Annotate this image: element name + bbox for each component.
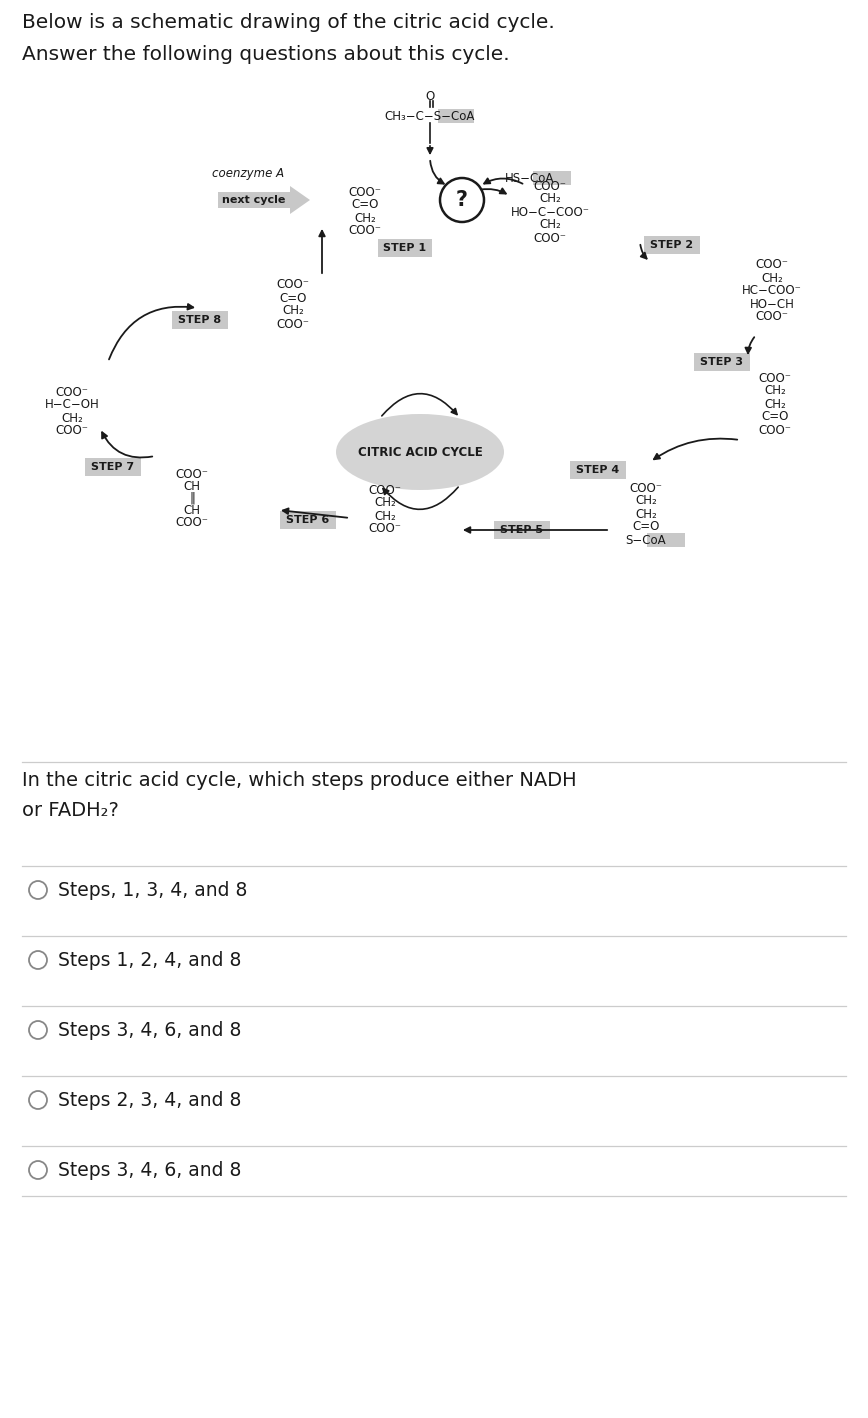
FancyBboxPatch shape [172, 311, 228, 329]
Text: next cycle: next cycle [222, 196, 286, 206]
Text: C=O: C=O [632, 520, 660, 533]
Text: CH: CH [183, 503, 201, 516]
Text: CH₂: CH₂ [761, 271, 783, 285]
Text: Steps 1, 2, 4, and 8: Steps 1, 2, 4, and 8 [58, 950, 241, 970]
Text: CH₂: CH₂ [282, 305, 304, 318]
Text: CH₂: CH₂ [539, 193, 561, 206]
Text: STEP 6: STEP 6 [286, 515, 330, 525]
Text: COO⁻: COO⁻ [534, 231, 567, 244]
FancyBboxPatch shape [378, 240, 432, 257]
Text: COO⁻: COO⁻ [755, 311, 788, 323]
Text: STEP 8: STEP 8 [179, 315, 221, 325]
Text: CH₂: CH₂ [635, 495, 657, 508]
FancyBboxPatch shape [494, 520, 550, 539]
Text: C=O: C=O [279, 292, 306, 305]
Text: CITRIC ACID CYCLE: CITRIC ACID CYCLE [358, 445, 483, 458]
Text: COO⁻: COO⁻ [56, 386, 89, 398]
Text: CH₂: CH₂ [764, 397, 786, 410]
Text: coenzyme A: coenzyme A [212, 167, 284, 180]
Text: STEP 3: STEP 3 [700, 357, 744, 367]
Text: COO⁻: COO⁻ [56, 424, 89, 438]
Text: H−C−OH: H−C−OH [44, 398, 99, 411]
Text: CH₂: CH₂ [374, 509, 396, 522]
Text: COO⁻: COO⁻ [277, 278, 310, 292]
Text: CH₂: CH₂ [539, 218, 561, 231]
Text: COO⁻: COO⁻ [759, 372, 792, 384]
FancyBboxPatch shape [570, 461, 626, 479]
Text: or FADH₂?: or FADH₂? [22, 801, 119, 820]
Text: STEP 5: STEP 5 [501, 525, 543, 535]
Text: Steps 3, 4, 6, and 8: Steps 3, 4, 6, and 8 [58, 1021, 241, 1039]
Text: COO⁻: COO⁻ [629, 482, 662, 495]
Text: CH₂: CH₂ [374, 496, 396, 509]
Text: STEP 7: STEP 7 [91, 462, 135, 472]
Ellipse shape [336, 414, 504, 491]
Text: S−CoA: S−CoA [626, 533, 667, 546]
Text: In the citric acid cycle, which steps produce either NADH: In the citric acid cycle, which steps pr… [22, 770, 576, 790]
Text: COO⁻: COO⁻ [534, 180, 567, 193]
Text: COO⁻: COO⁻ [369, 484, 402, 496]
Text: CH₂: CH₂ [61, 411, 82, 424]
Text: COO⁻: COO⁻ [175, 516, 208, 529]
Text: COO⁻: COO⁻ [348, 224, 382, 237]
Text: HO−C−COO⁻: HO−C−COO⁻ [510, 206, 589, 218]
Polygon shape [218, 186, 310, 214]
Text: HC−COO⁻: HC−COO⁻ [742, 285, 802, 298]
Text: CH₃−C−S−CoA: CH₃−C−S−CoA [385, 109, 475, 122]
Text: STEP 2: STEP 2 [650, 240, 694, 250]
Text: O: O [425, 89, 435, 102]
FancyBboxPatch shape [533, 172, 571, 184]
Text: HO−CH: HO−CH [750, 298, 794, 311]
Text: ?: ? [456, 190, 468, 210]
Text: Below is a schematic drawing of the citric acid cycle.: Below is a schematic drawing of the citr… [22, 13, 555, 31]
Text: Answer the following questions about this cycle.: Answer the following questions about thi… [22, 45, 510, 64]
Text: CH₂: CH₂ [635, 508, 657, 520]
FancyBboxPatch shape [85, 458, 141, 476]
Text: C=O: C=O [761, 410, 789, 424]
FancyBboxPatch shape [644, 235, 700, 254]
Text: Steps 3, 4, 6, and 8: Steps 3, 4, 6, and 8 [58, 1160, 241, 1180]
Text: ‖: ‖ [189, 492, 195, 505]
Text: COO⁻: COO⁻ [277, 318, 310, 330]
Text: Steps 2, 3, 4, and 8: Steps 2, 3, 4, and 8 [58, 1090, 241, 1109]
Text: COO⁻: COO⁻ [369, 522, 402, 536]
FancyBboxPatch shape [280, 510, 336, 529]
Text: C=O: C=O [352, 199, 378, 211]
FancyBboxPatch shape [694, 353, 750, 372]
Text: CH: CH [183, 479, 201, 492]
Text: HS−CoA: HS−CoA [505, 172, 555, 184]
Text: STEP 4: STEP 4 [576, 465, 620, 475]
Text: Steps, 1, 3, 4, and 8: Steps, 1, 3, 4, and 8 [58, 881, 247, 899]
Text: CH₂: CH₂ [354, 211, 376, 224]
Text: CH₂: CH₂ [764, 384, 786, 397]
Text: COO⁻: COO⁻ [759, 424, 792, 437]
Text: STEP 1: STEP 1 [384, 242, 426, 252]
Text: COO⁻: COO⁻ [755, 258, 788, 271]
FancyBboxPatch shape [438, 109, 474, 123]
Text: COO⁻: COO⁻ [175, 468, 208, 481]
FancyBboxPatch shape [647, 533, 685, 547]
Text: COO⁻: COO⁻ [348, 186, 382, 199]
